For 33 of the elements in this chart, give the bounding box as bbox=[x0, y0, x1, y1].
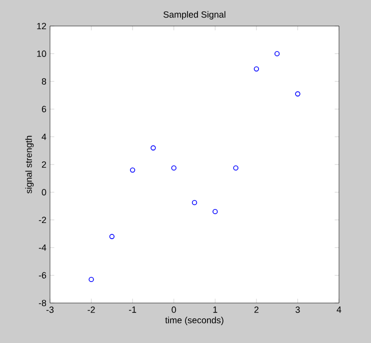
point bbox=[171, 165, 176, 171]
point bbox=[130, 167, 136, 173]
x-tick-label: -1 bbox=[128, 306, 136, 313]
point bbox=[233, 165, 238, 171]
chart-title: Sampled Signal bbox=[164, 11, 226, 20]
point bbox=[192, 200, 198, 206]
x-tick-label: -3 bbox=[46, 306, 54, 313]
point bbox=[254, 66, 260, 72]
x-tick-label: 2 bbox=[254, 306, 258, 313]
y-tick-label: 6 bbox=[42, 106, 46, 112]
point bbox=[212, 209, 218, 214]
x-axis-title: time (seconds) bbox=[165, 316, 224, 326]
y-tick-label: -8 bbox=[38, 300, 46, 306]
y-tick-label: 2 bbox=[42, 161, 46, 168]
x-tick-label: 3 bbox=[296, 306, 300, 313]
x-tick-label: 4 bbox=[336, 306, 342, 313]
point bbox=[274, 51, 280, 56]
x-tick-label: -2 bbox=[88, 306, 95, 313]
y-tick-label: -4 bbox=[38, 244, 46, 251]
y-axis-title: signal strength bbox=[25, 136, 34, 194]
y-tick-label: 4 bbox=[42, 134, 46, 140]
x-tick-label: 1 bbox=[213, 306, 218, 313]
y-tick-label: -2 bbox=[38, 216, 46, 224]
x-tick-label: 0 bbox=[172, 306, 176, 313]
point bbox=[109, 234, 115, 240]
y-tick-label: -6 bbox=[38, 272, 46, 278]
point bbox=[295, 91, 300, 96]
point bbox=[88, 276, 94, 282]
y-tick-label: 0 bbox=[42, 189, 46, 196]
point bbox=[150, 145, 156, 150]
y-tick-label: 8 bbox=[42, 78, 46, 85]
y-tick-label: 12 bbox=[37, 22, 46, 30]
y-tick-label: 10 bbox=[37, 50, 46, 57]
